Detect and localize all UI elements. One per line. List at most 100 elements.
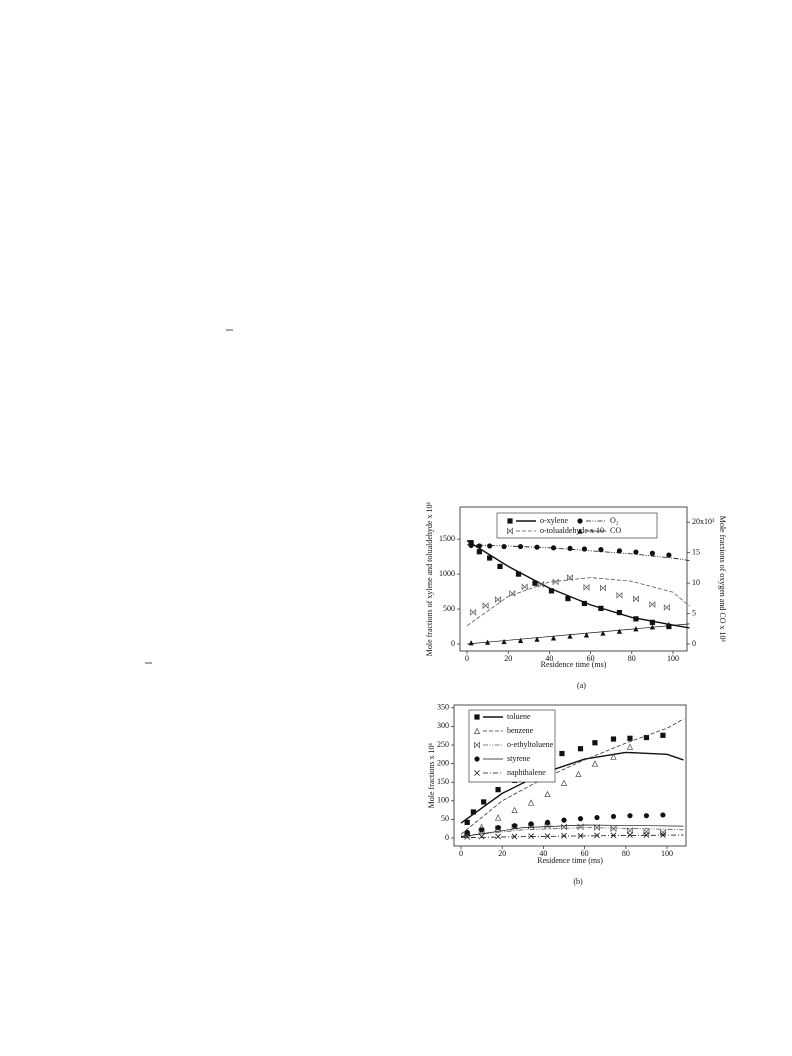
marker-square xyxy=(487,555,493,561)
marker-square xyxy=(470,809,476,815)
marker-bowtie xyxy=(567,574,573,582)
marker-triangle xyxy=(567,633,573,639)
marker-triangle xyxy=(468,640,474,646)
marker-bowtie xyxy=(627,827,633,835)
marker-triangle xyxy=(583,632,590,638)
marker-square xyxy=(577,746,584,752)
marker-x xyxy=(643,832,650,838)
legend-box xyxy=(468,709,556,783)
marker-square xyxy=(468,540,474,546)
marker-circle xyxy=(567,545,573,552)
x-tick-label: 0 xyxy=(459,849,463,858)
marker-bowtie xyxy=(482,602,489,610)
marker-bowtie xyxy=(494,596,501,603)
marker-bowtie xyxy=(583,583,590,591)
y-tick-label: 50 xyxy=(441,814,449,823)
marker-circle xyxy=(517,543,524,550)
marker-bowtie xyxy=(521,583,528,591)
marker-square xyxy=(548,588,555,594)
marker-square xyxy=(559,750,565,757)
marker-x xyxy=(511,833,518,840)
marker-circle xyxy=(544,819,551,825)
y-tick-label: 0 xyxy=(445,833,449,842)
marker-square xyxy=(610,736,617,742)
marker-circle xyxy=(649,550,655,556)
marker-bowtie xyxy=(507,527,513,535)
marker-bowtie xyxy=(552,578,559,586)
legend-label: O₂ xyxy=(610,516,619,525)
fit-line xyxy=(466,540,690,629)
marker-circle xyxy=(487,543,493,549)
marker-square xyxy=(633,616,639,622)
y2-tick-label: 10 xyxy=(692,578,700,587)
marker-circle xyxy=(468,542,474,548)
plot-frame xyxy=(459,506,688,652)
x-tick-label: 60 xyxy=(581,849,589,858)
x-axis-title: Residence time (ms) xyxy=(541,660,607,669)
marker-triangle xyxy=(501,638,507,645)
legend-label: o-xylene xyxy=(540,516,568,525)
marker-open-triangle xyxy=(511,806,518,813)
y-tick-label: 250 xyxy=(437,740,449,749)
marker-square xyxy=(464,819,470,825)
marker-square xyxy=(497,563,503,570)
y2-tick-label: 0 xyxy=(692,639,696,648)
y-tick-label: 500 xyxy=(443,604,455,613)
marker-open-triangle xyxy=(610,753,617,760)
marker-triangle xyxy=(550,635,557,641)
marker-bowtie xyxy=(474,741,480,749)
fit-line xyxy=(460,718,684,835)
marker-circle xyxy=(643,813,650,819)
marker-circle xyxy=(666,552,672,558)
marker-square xyxy=(627,735,633,741)
marker-circle xyxy=(464,829,470,836)
marker-square xyxy=(581,600,588,607)
marker-open-triangle xyxy=(527,799,535,806)
y-tick-label: 1500 xyxy=(439,534,455,543)
marker-circle xyxy=(501,543,507,550)
marker-x xyxy=(544,833,551,840)
marker-triangle xyxy=(633,626,639,632)
fit-line xyxy=(460,827,684,837)
marker-open-triangle xyxy=(473,727,481,734)
marker-circle xyxy=(534,544,540,550)
y-tick-label: 200 xyxy=(437,758,449,767)
marker-circle xyxy=(561,817,567,823)
legend-label: toluene xyxy=(507,712,531,721)
fit-line xyxy=(460,834,684,838)
fit-line xyxy=(460,751,684,824)
y-tick-label: 1000 xyxy=(439,569,455,578)
marker-square xyxy=(592,740,598,746)
marker-x xyxy=(561,832,567,839)
marker-square xyxy=(660,732,666,738)
marker-bowtie xyxy=(600,584,606,592)
y-axis-title: Mole fractions of xylene and tolualdehyd… xyxy=(425,502,434,657)
y-tick-label: 150 xyxy=(437,777,449,786)
marker-bowtie xyxy=(538,580,545,588)
marker-open-triangle xyxy=(626,743,634,750)
marker-square xyxy=(474,714,480,720)
marker-open-triangle xyxy=(544,790,551,798)
marker-square xyxy=(616,609,623,616)
marker-bowtie xyxy=(470,608,477,616)
marker-circle xyxy=(660,812,666,818)
marker-x xyxy=(660,832,666,838)
marker-square xyxy=(598,605,604,611)
marker-triangle xyxy=(485,639,491,645)
marker-x xyxy=(464,834,471,840)
fit-line xyxy=(466,623,690,645)
marker-bowtie xyxy=(561,823,567,831)
y-tick-label: 350 xyxy=(437,703,449,712)
x-tick-label: 40 xyxy=(539,849,547,858)
marker-circle xyxy=(479,827,485,833)
legend-label: benzene xyxy=(507,726,534,735)
legend-box xyxy=(496,512,658,539)
marker-triangle xyxy=(534,636,540,642)
y2-axis-title: Mole fractions of oxygen and CO x 10⁶ xyxy=(718,516,727,643)
legend-label: styrene xyxy=(507,754,531,763)
marker-square xyxy=(565,595,571,602)
marker-square xyxy=(495,787,501,793)
marker-circle xyxy=(577,816,584,822)
caption: (a) xyxy=(577,681,586,690)
x-tick-label: 60 xyxy=(587,654,595,663)
